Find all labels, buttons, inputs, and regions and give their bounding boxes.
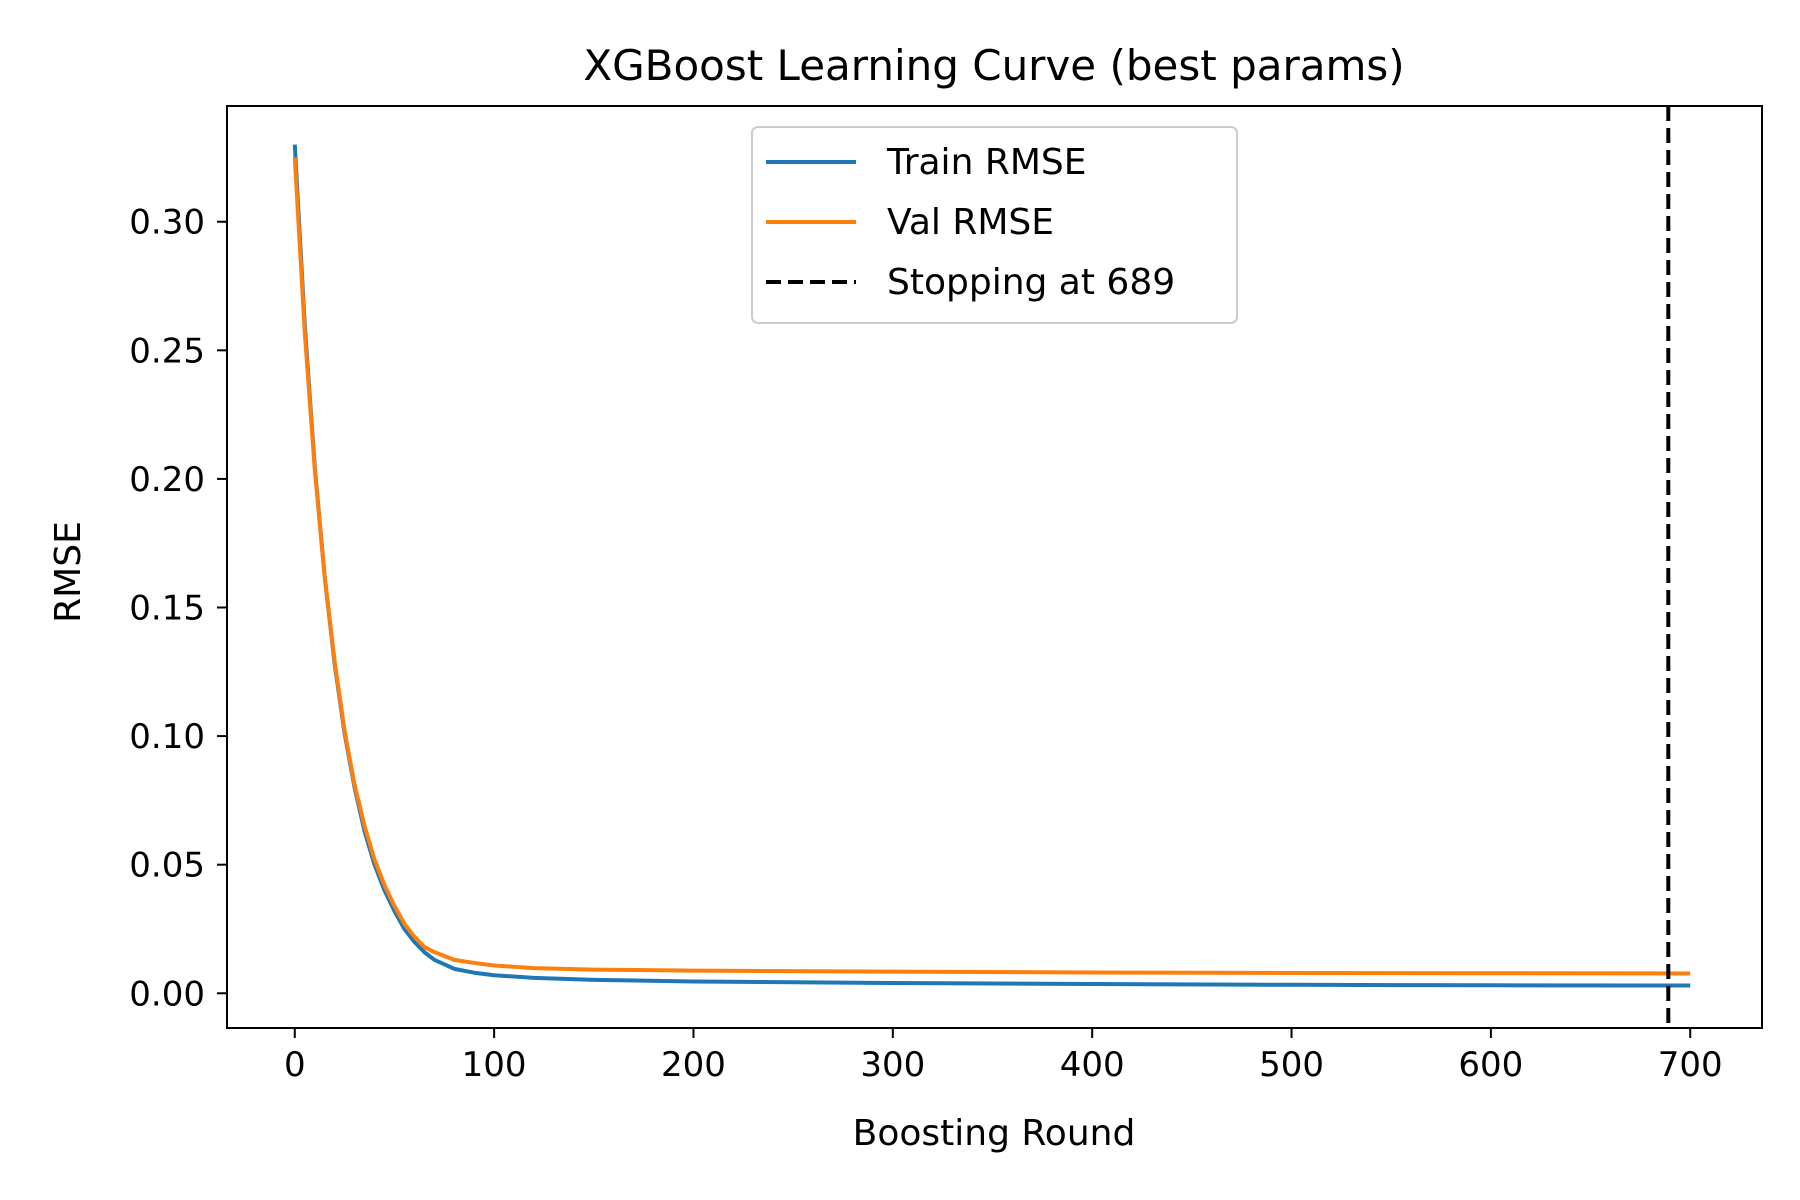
y-tick-label: 0.05 — [129, 846, 205, 886]
y-tick-label: 0.30 — [129, 203, 205, 243]
legend-label: Stopping at 689 — [887, 262, 1175, 303]
y-tick-label: 0.00 — [129, 974, 205, 1014]
x-tick-label: 700 — [1658, 1045, 1723, 1085]
chart-title: XGBoost Learning Curve (best params) — [583, 41, 1404, 90]
legend-box — [751, 126, 1238, 324]
axes-frame — [226, 105, 1763, 1029]
plot-area — [292, 106, 1691, 1028]
x-tick-label: 400 — [1060, 1045, 1125, 1085]
y-tick-label: 0.15 — [129, 589, 205, 629]
y-tick-label: 0.20 — [129, 460, 205, 500]
x-tick-label: 600 — [1458, 1045, 1523, 1085]
legend: Train RMSE Val RMSE Stopping at 689 — [751, 126, 1238, 324]
x-axis-label: Boosting Round — [853, 1113, 1136, 1154]
legend-label: Train RMSE — [886, 142, 1087, 183]
legend-label: Val RMSE — [887, 202, 1054, 243]
x-axis-ticks: 0 100 200 300 400 500 600 700 — [284, 1028, 1723, 1085]
y-tick-label: 0.10 — [129, 717, 205, 757]
x-tick-label: 500 — [1259, 1045, 1324, 1085]
x-tick-label: 0 — [284, 1045, 306, 1085]
x-tick-label: 200 — [661, 1045, 726, 1085]
x-tick-label: 100 — [462, 1045, 527, 1085]
x-tick-label: 300 — [860, 1045, 925, 1085]
y-axis-ticks: 0.00 0.05 0.10 0.15 0.20 0.25 0.30 — [129, 203, 227, 1014]
series-line-val-rmse — [292, 157, 1691, 976]
y-axis-label: RMSE — [48, 521, 89, 623]
y-tick-label: 0.25 — [129, 331, 205, 371]
